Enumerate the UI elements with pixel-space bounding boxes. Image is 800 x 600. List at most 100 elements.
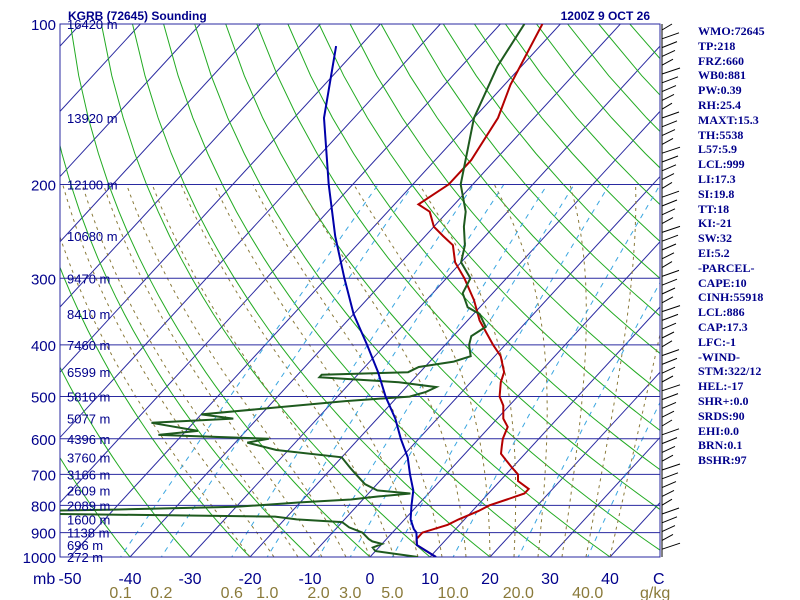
dry-adiabat-line	[318, 24, 660, 432]
moist-adiabat-line	[561, 184, 587, 557]
pressure-tick-label: 1000	[23, 550, 56, 567]
index-value: -PARCEL-	[698, 260, 755, 275]
index-value: TT:18	[698, 201, 730, 216]
parcel-series	[322, 45, 437, 557]
temp-tick-label: -50	[58, 571, 81, 588]
mixing-ratio-label: 2.0	[307, 585, 329, 600]
index-value: SHR+:0.0	[698, 393, 749, 408]
temp-tick-label: 10	[421, 571, 439, 588]
mixing-ratio-line	[517, 281, 660, 557]
index-value: EI:5.2	[698, 245, 730, 260]
isotherm-line	[60, 24, 201, 178]
wind-barb	[661, 243, 677, 251]
isotherm-line	[489, 371, 660, 557]
wind-barb	[661, 252, 675, 260]
indices-panel: WMO:72645 TP:218 FRZ:660 WB0:881 PW:0.39 RH:2…	[698, 24, 798, 468]
isotherm-line	[60, 24, 441, 439]
index-value: LFC:-1	[698, 334, 736, 349]
mixing-ratio-line	[160, 184, 414, 557]
wind-barb	[661, 463, 681, 471]
chart-time: 1200Z 9 OCT 26	[561, 9, 651, 23]
index-value: CAP:17.3	[698, 319, 748, 334]
dry-adiabat-line	[194, 24, 611, 557]
dry-adiabat-line	[349, 24, 660, 393]
wind-barb	[661, 331, 675, 339]
mixing-ratio-label: 20.0	[503, 585, 534, 600]
wind-barb	[661, 384, 681, 392]
wind-barb	[661, 313, 679, 321]
index-value: KI:-21	[698, 216, 732, 231]
temp-tick-label: 0	[366, 571, 375, 588]
wind-barb	[661, 428, 680, 436]
index-value: PW:0.39	[698, 83, 742, 98]
isotherm-line	[549, 436, 660, 557]
height-label: 7460 m	[67, 338, 110, 353]
wind-barb	[661, 190, 680, 198]
index-value: HEL:-17	[698, 379, 744, 394]
height-label: 9470 m	[67, 271, 110, 286]
wind-barb	[661, 278, 678, 286]
wind-barb	[661, 305, 681, 313]
isotherm-line	[249, 110, 660, 557]
temp-tick-label: -30	[178, 571, 201, 588]
pressure-tick-label: 500	[31, 390, 56, 407]
temp-tick-label: -20	[238, 571, 261, 588]
mixing-ratio-label: 0.2	[150, 585, 172, 600]
dry-adiabat-line	[411, 24, 660, 317]
index-value: CAPE:10	[698, 275, 747, 290]
height-label: 2609 m	[67, 483, 110, 498]
temp-tick-label: -40	[118, 571, 141, 588]
wind-barb	[661, 261, 673, 269]
grid-lines	[60, 24, 660, 557]
moist-adiabat-line	[180, 184, 395, 557]
wind-barb	[661, 472, 679, 480]
wind-barb	[661, 481, 677, 489]
dry-adiabat-line	[287, 24, 660, 471]
dry-adiabat-line	[163, 24, 551, 557]
wind-barb	[661, 401, 677, 409]
wind-barb	[661, 454, 674, 462]
height-label: 1138 m	[67, 526, 109, 541]
wind-barb	[661, 410, 675, 418]
index-value: L57:5.9	[698, 142, 737, 157]
height-label: 5810 m	[67, 390, 110, 405]
index-value: EHI:0.0	[698, 423, 740, 438]
wind-barb	[661, 111, 680, 119]
temp-unit-label: C	[653, 571, 665, 588]
wind-barb	[661, 67, 681, 75]
wind-barb	[661, 225, 681, 233]
wind-barb	[661, 93, 675, 101]
mixing-ratio-line	[119, 184, 379, 557]
wind-barb	[661, 49, 676, 57]
wind-barb	[661, 199, 678, 207]
wind-barb	[661, 155, 679, 163]
wind-barb	[661, 234, 679, 242]
index-value: STM:322/12	[698, 364, 762, 379]
temp-tick-label: 30	[541, 571, 559, 588]
moist-adiabat-line	[151, 184, 371, 557]
isotherm-line	[60, 24, 261, 243]
wind-barb	[661, 76, 679, 84]
wind-barb	[661, 217, 674, 225]
wind-barb	[661, 445, 676, 453]
height-label: 12100 m	[67, 177, 118, 192]
wind-barb	[661, 23, 673, 31]
index-value: LCL:999	[698, 157, 745, 172]
pressure-unit-label: mb	[33, 571, 55, 588]
index-value: LI:17.3	[698, 171, 736, 186]
wind-barb	[661, 173, 675, 181]
wind-barb	[661, 208, 676, 216]
index-value: FRZ:660	[698, 53, 744, 68]
wind-barb	[661, 137, 674, 145]
moist-adiabat-line	[585, 184, 637, 557]
isotherm-line	[189, 45, 660, 557]
wind-barb	[661, 287, 676, 295]
isotherm-line	[60, 24, 381, 373]
mixing-ratio-unit-label: g/kg	[640, 585, 670, 600]
height-label: 1600 m	[67, 512, 110, 527]
wind-barb	[661, 102, 673, 110]
index-value: WMO:72645	[698, 24, 765, 38]
mixing-ratio-label: 40.0	[572, 585, 603, 600]
height-label: 696 m	[67, 538, 103, 553]
wind-barb	[661, 437, 678, 445]
